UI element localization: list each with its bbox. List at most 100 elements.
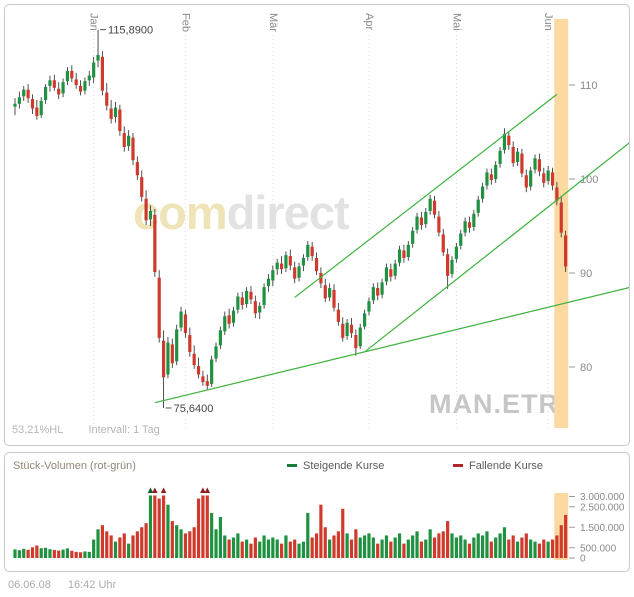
- candle-body: [502, 133, 507, 150]
- candle-body: [341, 323, 345, 338]
- candle-body: [537, 159, 541, 172]
- candle-body: [432, 200, 437, 215]
- symbol-watermark: MAN.ETR: [429, 389, 559, 419]
- candle-body: [328, 288, 332, 298]
- candle-body: [179, 311, 183, 328]
- volume-bar: [192, 527, 196, 558]
- volume-clip-marker: [204, 487, 211, 493]
- candle-body: [262, 287, 266, 305]
- candle-body: [127, 135, 131, 147]
- volume-bar: [336, 531, 340, 558]
- volume-bar: [389, 541, 393, 558]
- candle-body: [555, 187, 559, 201]
- volume-bar: [48, 549, 52, 558]
- volume-bar: [266, 539, 271, 558]
- legend-falling-label: Fallende Kurse: [469, 460, 543, 472]
- month-label: Feb: [179, 13, 191, 32]
- candle-body: [472, 213, 476, 227]
- candle-body: [52, 80, 56, 88]
- volume-bar: [188, 531, 192, 558]
- candle-body: [358, 327, 362, 347]
- volume-bar: [26, 549, 30, 558]
- candle-body: [13, 103, 17, 107]
- volume-bar: [511, 535, 515, 558]
- volume-bar: [157, 498, 161, 558]
- candle-body: [43, 86, 48, 101]
- candle-body: [74, 79, 78, 85]
- price-tick-label: 100: [580, 174, 598, 186]
- volume-bar: [411, 535, 415, 558]
- volume-bar: [35, 545, 39, 558]
- footer-date: 06.06.08: [8, 579, 51, 591]
- candle-body: [559, 202, 563, 233]
- candle-body: [494, 164, 498, 179]
- candle-body: [236, 296, 240, 310]
- candle-body: [524, 175, 528, 188]
- volume-bar: [380, 539, 384, 558]
- candle-body: [419, 217, 424, 226]
- volume-bar: [459, 535, 463, 558]
- volume-bar: [559, 525, 563, 558]
- volume-bar: [310, 537, 314, 558]
- volume-bar: [467, 543, 472, 558]
- volume-bar: [428, 529, 432, 558]
- candle-body: [245, 290, 249, 305]
- volume-bar: [210, 512, 214, 558]
- candle-body: [406, 244, 410, 258]
- candle-body: [367, 301, 371, 312]
- high-marker-label: 115,8900: [108, 25, 153, 37]
- volume-bar: [480, 535, 485, 558]
- candle-body: [437, 216, 441, 233]
- candle-body: [175, 329, 179, 362]
- volume-bar: [415, 531, 419, 558]
- candle-body: [135, 162, 139, 176]
- candle-body: [48, 80, 52, 86]
- volume-bar: [498, 533, 502, 558]
- watermark-direct: direct: [226, 186, 350, 239]
- price-tick-label: 80: [580, 362, 592, 374]
- candle-body: [105, 92, 109, 106]
- candle-body: [161, 340, 166, 378]
- interval-label: Intervall: 1 Tag: [88, 424, 160, 436]
- volume-tick-label: 1.500.000: [580, 523, 625, 534]
- candle-body: [323, 285, 327, 299]
- volume-bar: [175, 525, 179, 558]
- volume-bar: [78, 552, 83, 558]
- volume-clip-marker: [200, 487, 206, 493]
- candle-body: [196, 366, 201, 375]
- candle-body: [183, 314, 188, 334]
- volume-bar: [153, 495, 157, 558]
- volume-bar: [533, 541, 537, 558]
- volume-bar: [437, 533, 441, 558]
- candle-body: [411, 230, 415, 244]
- volume-tick-label: 0: [580, 554, 586, 565]
- footer-time: 16:42 Uhr: [67, 579, 117, 591]
- volume-bar: [39, 548, 43, 558]
- candle-body: [515, 151, 520, 163]
- volume-bar: [288, 541, 292, 558]
- price-chart-panel: comdirect MAN.ETR 53,21%HL Intervall: 1 …: [4, 4, 630, 446]
- candle-body: [376, 288, 380, 296]
- candle-body: [70, 70, 74, 79]
- volume-bar: [258, 541, 262, 558]
- volume-bar: [402, 543, 406, 558]
- candle-body: [188, 335, 192, 352]
- candle-body: [467, 222, 472, 228]
- candle-body: [118, 109, 122, 132]
- candle-body: [35, 107, 39, 117]
- volume-bar: [43, 547, 48, 558]
- candle-body: [336, 309, 340, 322]
- volume-bar: [376, 543, 380, 558]
- candle-body: [402, 250, 406, 258]
- candle-body: [319, 273, 323, 284]
- volume-bar: [367, 533, 371, 558]
- volume-bar: [384, 535, 389, 558]
- volume-bar: [293, 539, 297, 558]
- volume-bar: [65, 548, 70, 558]
- candle-body: [397, 249, 402, 263]
- candle-body: [61, 82, 65, 94]
- candle-body: [279, 263, 284, 270]
- volume-bar: [363, 535, 367, 558]
- candle-body: [441, 234, 445, 253]
- candle-body: [332, 289, 336, 308]
